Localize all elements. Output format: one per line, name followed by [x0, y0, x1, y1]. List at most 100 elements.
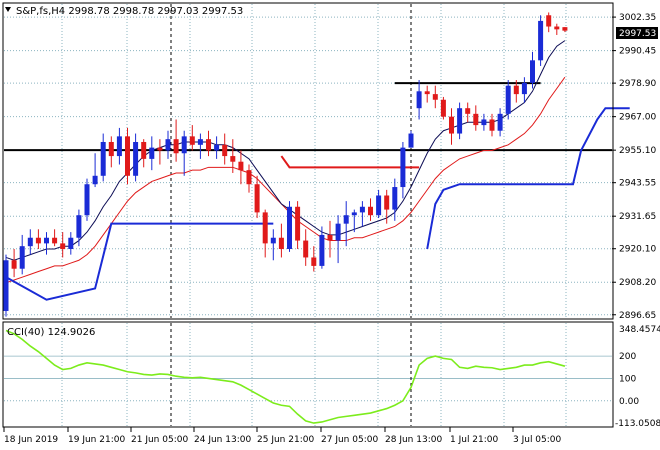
- time-tick-label: 24 Jun 13:00: [194, 435, 251, 445]
- cci-line-path: [5, 329, 566, 424]
- stop-line-red: [280, 155, 420, 169]
- ma-slow-line: [5, 76, 566, 284]
- candle-body: [278, 237, 284, 250]
- candle-body: [295, 206, 301, 241]
- cci-level-label: 0.00: [619, 397, 639, 407]
- candle-body: [189, 136, 195, 145]
- candle-body: [416, 91, 422, 109]
- stop-lines: [5, 107, 630, 301]
- candle-body: [27, 237, 33, 247]
- candle-body: [497, 113, 503, 131]
- candles: [3, 12, 568, 317]
- cci-level-label: 100: [619, 374, 636, 384]
- cci-bottom-label: -113.0508: [615, 419, 660, 429]
- time-tick-label: 21 Jun 05:00: [131, 435, 188, 445]
- candle-body: [19, 246, 25, 269]
- candle-body: [181, 136, 187, 154]
- candle-body: [513, 85, 519, 95]
- candle-body: [311, 257, 317, 266]
- indicator-label: CCI(40) 124.9026: [7, 327, 95, 338]
- candle-body: [327, 234, 333, 241]
- price-tick-label: 2908.20: [619, 278, 656, 288]
- indicator-plot-frame: [2, 321, 614, 428]
- time-tick-label: 27 Jun 05:00: [321, 435, 378, 445]
- current-price-tag: [616, 27, 658, 39]
- candle-body: [68, 237, 74, 250]
- candle-body: [84, 184, 90, 216]
- candle-body: [238, 161, 244, 171]
- candle-body: [359, 206, 365, 213]
- candle-body: [222, 144, 228, 157]
- cci-top-label: 348.4574: [619, 325, 660, 335]
- candle-body: [538, 20, 544, 61]
- candle-body: [100, 141, 106, 176]
- candle-body: [35, 237, 41, 244]
- candle-body: [400, 147, 406, 188]
- candle-body: [465, 108, 471, 114]
- price-tick-label: 3002.35: [619, 13, 656, 23]
- candle-body: [473, 113, 479, 126]
- time-tick-label: 28 Jun 13:00: [385, 435, 442, 445]
- price-tick-label: 2943.55: [619, 179, 656, 189]
- candle-body: [432, 94, 438, 100]
- cci-line: [5, 329, 566, 424]
- candle-body: [449, 116, 454, 134]
- candle-body: [481, 119, 487, 126]
- candle-body: [157, 147, 163, 151]
- candle-body: [489, 119, 495, 131]
- candle-body: [392, 187, 398, 210]
- candle-body: [384, 195, 390, 210]
- candle-body: [197, 139, 203, 145]
- candle-body: [44, 237, 49, 244]
- time-tick-label: 3 Jul 05:00: [513, 435, 562, 445]
- candle-body: [457, 108, 463, 134]
- candle-body: [303, 240, 309, 258]
- candle-body: [376, 195, 382, 216]
- candle-body: [530, 60, 535, 83]
- time-tick-label: 18 Jun 2019: [4, 435, 58, 445]
- candle-body: [351, 212, 357, 216]
- candle-body: [3, 260, 9, 311]
- candle-body: [554, 26, 560, 30]
- candle-body: [92, 175, 98, 185]
- price-axis: 3002.35 2990.45 2978.90 2967.00 2955.10 2943.…: [612, 13, 656, 321]
- candle-body: [424, 91, 430, 95]
- price-tick-label: 2978.90: [619, 79, 656, 89]
- candle-body: [141, 141, 147, 159]
- price-tick-label: 2955.10: [619, 146, 656, 156]
- candle-body: [173, 139, 179, 154]
- candle-body: [270, 237, 276, 244]
- candle-body: [76, 215, 82, 238]
- triangle-down-icon[interactable]: [5, 7, 11, 12]
- cci-axis: 348.4574 200 100 0.00 -113.0508: [615, 325, 660, 429]
- candle-body: [262, 212, 268, 244]
- time-tick-label: 1 Jul 21:00: [450, 435, 499, 445]
- time-tick-label: 25 Jun 21:00: [257, 435, 314, 445]
- candle-body: [108, 141, 114, 157]
- candle-body: [11, 260, 17, 269]
- candle-body: [408, 133, 414, 148]
- candle-body: [368, 206, 373, 216]
- candle-body: [246, 170, 252, 185]
- candle-body: [149, 147, 155, 159]
- price-tick-label: 2990.45: [619, 47, 656, 57]
- candle-body: [562, 27, 568, 31]
- candle-body: [254, 184, 260, 213]
- candle-body: [125, 136, 130, 176]
- stop-line-blue: [5, 222, 274, 301]
- stop-line-blue: [426, 107, 630, 250]
- chart-header: S&P,fs,H4 2998.78 2998.78 2997.03 2997.5…: [16, 6, 243, 17]
- cci-level-label: 200: [619, 352, 636, 362]
- moving-averages: [5, 40, 566, 284]
- candle-body: [206, 139, 211, 151]
- candle-body: [440, 99, 446, 117]
- candle-body: [287, 206, 292, 250]
- candle-body: [230, 156, 236, 162]
- candle-body: [52, 237, 58, 244]
- candle-body: [133, 141, 139, 176]
- price-tick-label: 2967.00: [619, 113, 656, 123]
- candle-body: [319, 234, 325, 266]
- time-tick-label: 19 Jun 21:00: [68, 435, 125, 445]
- candle-body: [335, 223, 341, 241]
